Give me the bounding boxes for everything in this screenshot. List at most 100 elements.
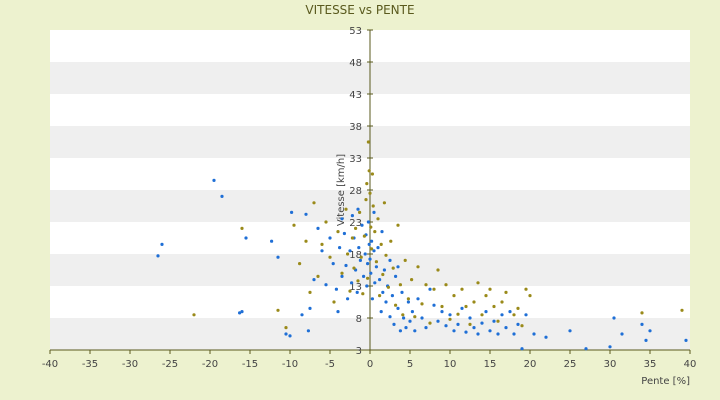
data-point [284, 332, 288, 336]
data-point [492, 319, 496, 323]
data-point [386, 285, 390, 289]
chart-title: VITESSE vs PENTE [305, 3, 414, 17]
data-point [456, 312, 460, 316]
data-point [348, 249, 352, 253]
data-point [344, 263, 348, 268]
x-tick-label: -35 [82, 359, 98, 370]
data-point [364, 198, 368, 202]
data-point [312, 278, 316, 282]
data-point [366, 220, 370, 224]
x-tick-label: 25 [564, 359, 577, 370]
data-point [388, 258, 392, 262]
data-point [420, 302, 424, 306]
data-point [372, 210, 376, 214]
data-point [680, 308, 684, 312]
data-point [584, 347, 588, 351]
data-point [360, 223, 364, 227]
x-tick-label: 0 [367, 359, 373, 370]
data-point [374, 260, 378, 264]
data-point [298, 262, 302, 266]
data-point [336, 310, 340, 314]
data-point [400, 290, 404, 294]
data-point [401, 313, 405, 317]
data-point [370, 247, 374, 251]
data-point [370, 239, 374, 243]
y-tick-label: 13 [349, 282, 362, 293]
data-point [424, 283, 428, 287]
data-point [406, 300, 410, 304]
x-tick-label: -30 [122, 359, 138, 370]
y-tick-label: 33 [349, 154, 362, 165]
data-point [391, 266, 395, 270]
x-tick-label: 30 [604, 359, 617, 370]
data-point [366, 262, 370, 266]
data-point [370, 172, 374, 176]
data-point [373, 230, 377, 234]
data-point [413, 329, 417, 333]
data-point [382, 268, 386, 272]
data-point [212, 178, 216, 182]
data-point [240, 310, 244, 314]
data-point [644, 338, 648, 342]
data-point [444, 283, 448, 287]
data-point [436, 268, 440, 272]
data-point [520, 324, 524, 328]
data-point [410, 310, 414, 314]
data-point [363, 252, 367, 256]
data-point [684, 338, 688, 342]
data-point [370, 297, 374, 301]
data-point [381, 290, 385, 294]
data-point [192, 313, 196, 317]
data-point [480, 313, 484, 317]
data-point [308, 290, 312, 294]
data-point [373, 281, 377, 285]
data-point [488, 329, 492, 333]
data-point [328, 255, 332, 259]
data-point [496, 319, 500, 323]
data-point [334, 287, 338, 291]
data-point [284, 326, 288, 330]
data-point [456, 322, 460, 326]
x-axis-label: Pente [%] [641, 376, 690, 387]
data-point [350, 236, 354, 240]
data-point [308, 306, 312, 310]
y-axis-label: Vitesse [km/h] [336, 154, 347, 226]
data-points [156, 140, 688, 351]
data-point [300, 313, 304, 317]
x-tick-label: 5 [407, 359, 413, 370]
data-point [428, 287, 432, 291]
data-point [448, 313, 452, 317]
data-point [476, 332, 480, 336]
data-point [220, 194, 224, 198]
data-point [290, 210, 294, 214]
data-point [367, 242, 371, 246]
data-point [240, 226, 244, 230]
data-point [440, 304, 444, 309]
data-point [368, 257, 372, 261]
data-point [382, 201, 386, 205]
data-point [390, 294, 394, 298]
data-point [350, 214, 354, 218]
data-point [402, 316, 406, 320]
data-point [468, 316, 472, 320]
data-point [316, 274, 320, 278]
x-tick-label: -40 [42, 359, 58, 370]
data-point [306, 329, 310, 333]
data-point [460, 287, 464, 291]
data-point [350, 281, 354, 285]
data-point [484, 310, 488, 314]
data-point [389, 239, 393, 243]
data-point [369, 225, 373, 229]
data-point [338, 246, 342, 250]
data-point [156, 254, 160, 258]
data-point [504, 290, 508, 294]
data-point [320, 249, 324, 253]
y-tick-label: 3 [356, 346, 362, 357]
x-tick-label: 40 [684, 359, 697, 370]
data-point [408, 319, 412, 323]
data-point [398, 283, 402, 287]
data-point [304, 239, 308, 243]
data-point [464, 330, 468, 334]
data-point [424, 326, 428, 330]
data-point [608, 345, 612, 349]
